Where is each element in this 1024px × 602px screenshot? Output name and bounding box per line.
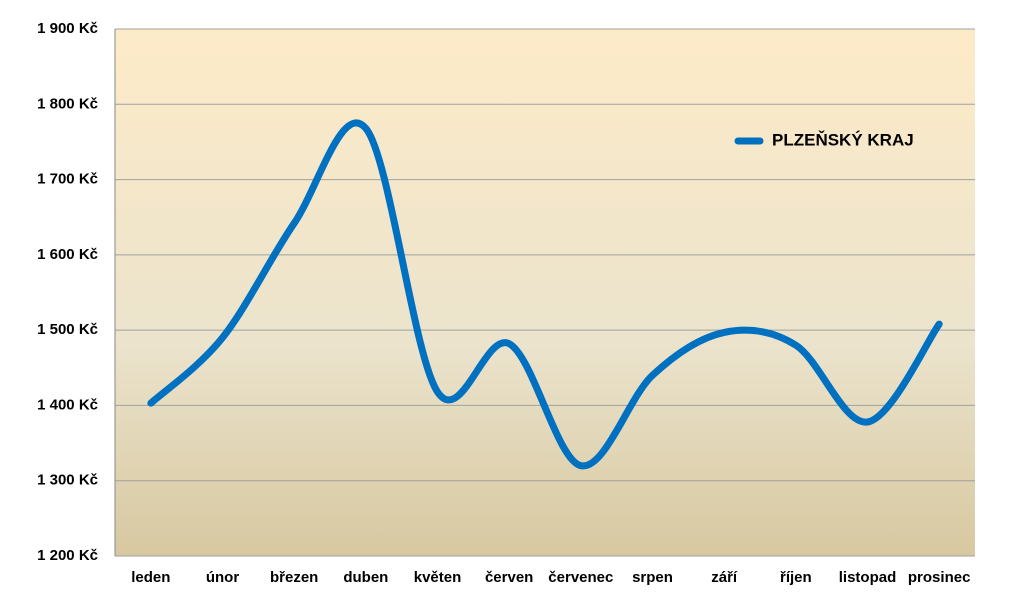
x-tick-label: srpen	[632, 569, 673, 586]
plot-area	[115, 29, 975, 556]
x-tick-label: červenec	[548, 569, 613, 586]
x-tick-label: březen	[270, 569, 318, 586]
x-tick-label: září	[711, 569, 738, 586]
y-tick-label: 1 500 Kč	[37, 321, 98, 338]
x-tick-label: prosinec	[908, 569, 971, 586]
y-tick-label: 1 300 Kč	[37, 472, 98, 489]
y-tick-label: 1 800 Kč	[37, 95, 98, 112]
x-tick-label: říjen	[780, 569, 812, 586]
series-line	[147, 119, 943, 470]
x-tick-label: červen	[485, 569, 533, 586]
y-tick-label: 1 200 Kč	[37, 547, 98, 564]
x-tick-label: leden	[131, 569, 170, 586]
x-tick-label: listopad	[839, 569, 897, 586]
x-tick-label: únor	[206, 569, 239, 586]
y-tick-label: 1 400 Kč	[37, 396, 98, 413]
y-tick-label: 1 600 Kč	[37, 246, 98, 263]
legend-label: PLZEŇSKÝ KRAJ	[772, 130, 914, 149]
y-tick-label: 1 900 Kč	[37, 20, 98, 37]
x-tick-label: duben	[343, 569, 388, 586]
y-tick-label: 1 700 Kč	[37, 171, 98, 188]
x-tick-label: květen	[414, 569, 462, 586]
